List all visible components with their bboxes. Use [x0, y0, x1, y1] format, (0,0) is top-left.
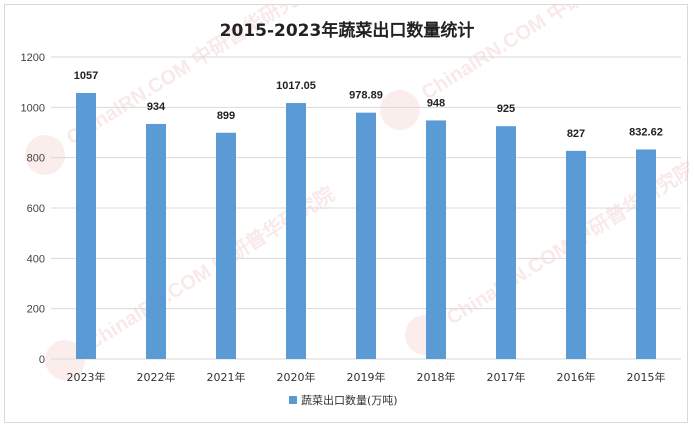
data-label: 934: [147, 101, 166, 113]
bar: [76, 92, 96, 359]
bar: [636, 149, 656, 359]
bar: [216, 132, 236, 359]
y-tick-label: 800: [27, 153, 45, 165]
data-label: 948: [427, 97, 445, 109]
data-label: 925: [497, 103, 515, 115]
data-label: 832.62: [629, 126, 663, 138]
x-tick-label: 2016年: [557, 370, 596, 384]
svg-text:ChinaIRN.COM 中研普华研究院: ChinaIRN.COM 中研普华研究院: [417, 5, 674, 104]
x-tick-label: 2018年: [417, 370, 456, 384]
y-tick-label: 600: [27, 203, 45, 215]
data-label: 827: [567, 128, 585, 140]
y-tick-label: 200: [27, 304, 45, 316]
x-tick-label: 2023年: [67, 370, 106, 384]
legend-swatch: [289, 396, 297, 404]
data-label: 978.89: [349, 90, 383, 102]
bar: [146, 123, 166, 360]
bar: [356, 112, 376, 359]
x-axis-ticks: 2023年 2022年 2021年 2020年 2019年 2018年 2017年 2016年…: [67, 370, 666, 384]
x-tick-label: 2021年: [207, 370, 246, 384]
chart-title: 2015-2023年蔬菜出口数量统计: [220, 20, 475, 41]
legend: 蔬菜出口数量(万吨): [289, 393, 398, 407]
data-label: 1057: [74, 70, 98, 82]
bar: [496, 126, 516, 359]
x-tick-label: 2019年: [347, 370, 386, 384]
data-label: 899: [217, 110, 235, 122]
bars: [76, 92, 656, 360]
chart-frame: ChinaIRN.COM 中研普华研究院 ChinaIRN.COM 中研普华研究院…: [4, 4, 689, 423]
y-tick-label: 0: [39, 354, 45, 366]
data-labels: 1057 934 899 1017.05 978.89 948 925 827 832.62: [74, 70, 663, 140]
x-tick-label: 2015年: [627, 370, 666, 384]
x-tick-label: 2022年: [137, 370, 176, 384]
bar: [286, 103, 306, 359]
bar: [426, 120, 446, 359]
y-tick-label: 400: [27, 253, 45, 265]
x-tick-label: 2020年: [277, 370, 316, 384]
y-tick-label: 1200: [21, 52, 45, 64]
bar: [566, 150, 586, 359]
bar-chart: ChinaIRN.COM 中研普华研究院 ChinaIRN.COM 中研普华研究院…: [21, 5, 689, 407]
watermark-layer: ChinaIRN.COM 中研普华研究院 ChinaIRN.COM 中研普华研究院…: [25, 5, 689, 380]
y-tick-label: 1000: [21, 102, 45, 114]
x-tick-label: 2017年: [487, 370, 526, 384]
legend-label: 蔬菜出口数量(万吨): [301, 393, 398, 407]
y-axis-ticks: 0 200 400 600 800 1000 1200: [21, 52, 45, 366]
data-label: 1017.05: [276, 80, 316, 92]
